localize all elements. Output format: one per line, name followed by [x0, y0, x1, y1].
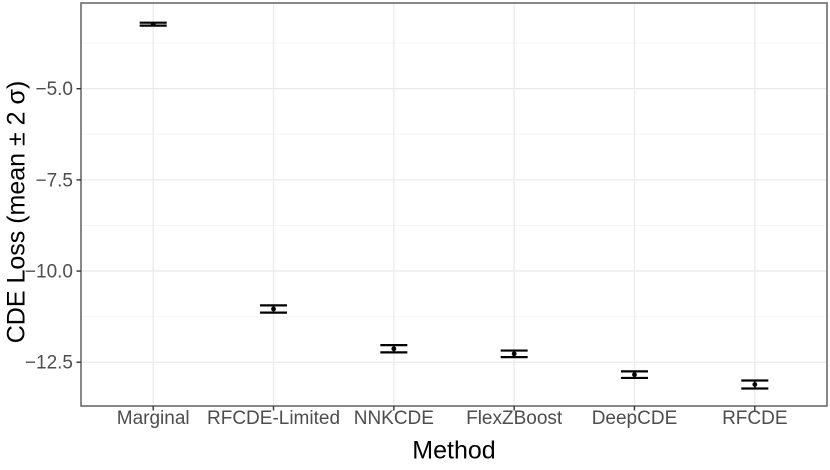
x-tick-label: RFCDE-Limited — [207, 408, 340, 429]
x-tick-label: NNKCDE — [354, 408, 434, 429]
panel-border — [80, 2, 828, 407]
y-axis-title: CDE Loss (mean ± 2 σ) — [2, 80, 31, 344]
x-tick-label: DeepCDE — [592, 408, 678, 429]
data-point — [150, 21, 156, 27]
x-tick-label: Marginal — [117, 408, 190, 429]
data-point — [752, 382, 758, 387]
y-tick-label: −12.5 — [25, 353, 73, 374]
y-tick-label: −10.0 — [25, 262, 73, 283]
x-axis-title: Method — [412, 436, 496, 465]
x-tick-label: FlexZBoost — [466, 408, 563, 429]
data-point — [511, 351, 517, 357]
data-point — [391, 346, 397, 352]
data-point — [632, 372, 637, 378]
y-tick-label: −7.5 — [35, 170, 73, 191]
x-tick-label: RFCDE — [722, 408, 787, 429]
data-point — [271, 306, 276, 312]
y-tick-label: −5.0 — [35, 79, 73, 100]
